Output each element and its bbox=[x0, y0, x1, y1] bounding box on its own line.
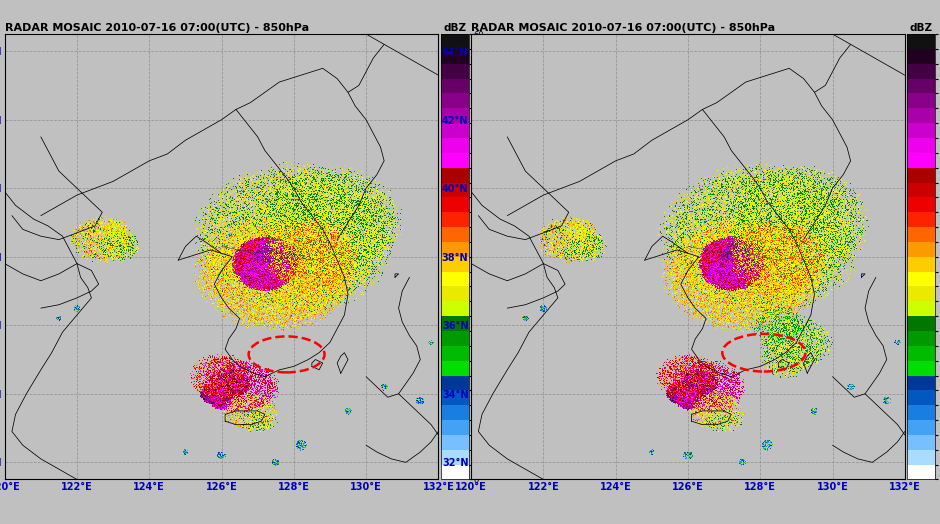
Text: RADAR MOSAIC 2010-07-16 07:00(UTC) - 850hPa: RADAR MOSAIC 2010-07-16 07:00(UTC) - 850… bbox=[471, 23, 776, 34]
Text: RADAR MOSAIC 2010-07-16 07:00(UTC) - 850hPa: RADAR MOSAIC 2010-07-16 07:00(UTC) - 850… bbox=[5, 23, 309, 34]
Title: dBZ: dBZ bbox=[443, 23, 466, 34]
Title: dBZ: dBZ bbox=[910, 23, 932, 34]
